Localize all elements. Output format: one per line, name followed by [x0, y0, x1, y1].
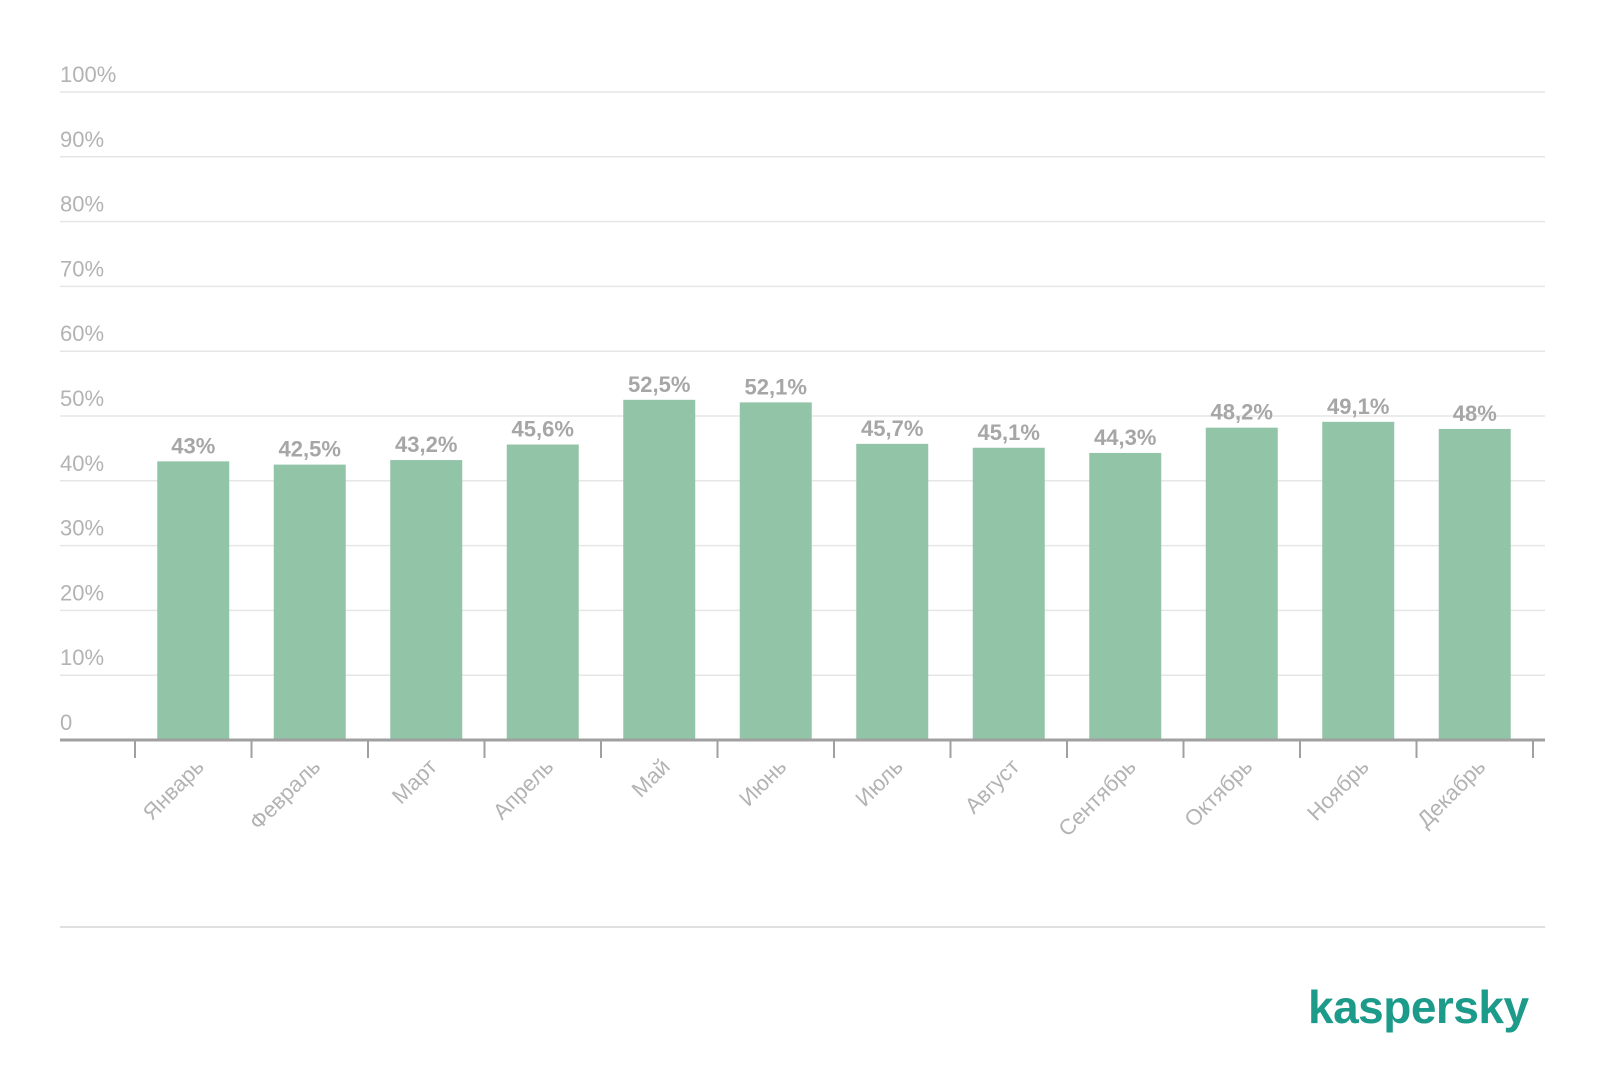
data-label: 49,1%	[1327, 394, 1389, 419]
y-tick-label: 10%	[60, 645, 104, 670]
data-label: 44,3%	[1094, 425, 1156, 450]
x-tick-label: Август	[960, 754, 1025, 819]
y-tick-label: 30%	[60, 516, 104, 541]
y-tick-label: 80%	[60, 192, 104, 217]
data-label: 43%	[171, 433, 215, 458]
x-tick-label: Февраль	[244, 754, 325, 835]
data-label: 52,1%	[745, 374, 807, 399]
x-tick-label: Апрель	[488, 754, 558, 824]
x-tick-label: Март	[387, 754, 442, 809]
x-tick-label: Ноябрь	[1302, 754, 1374, 826]
bar	[273, 464, 346, 740]
data-label: 48,2%	[1211, 400, 1273, 425]
data-label: 45,1%	[978, 420, 1040, 445]
x-tick-label: Июнь	[734, 754, 791, 811]
data-label: 43,2%	[395, 432, 457, 457]
data-label: 42,5%	[279, 437, 341, 462]
y-tick-label: 40%	[60, 451, 104, 476]
bar-chart: 0 10% 20% 30% 40% 50% 60% 70% 80% 90% 100% 43% 42,5%…	[60, 62, 1545, 841]
data-label: 45,7%	[861, 416, 923, 441]
bar	[856, 443, 929, 740]
bar	[506, 444, 579, 740]
bar	[1089, 452, 1162, 740]
x-tick-label: Октябрь	[1179, 754, 1257, 832]
data-label: 52,5%	[628, 372, 690, 397]
y-tick-label: 0	[60, 710, 72, 735]
bar	[157, 461, 230, 740]
y-tick-label: 70%	[60, 256, 104, 281]
bar	[739, 402, 812, 740]
bar	[623, 399, 696, 740]
bar	[1438, 428, 1511, 740]
bar	[972, 447, 1045, 740]
bar	[390, 460, 463, 740]
data-label: 48%	[1453, 401, 1497, 426]
bar	[1322, 421, 1395, 740]
bar	[1205, 427, 1278, 740]
footer-divider	[60, 926, 1545, 928]
kaspersky-logo: kaspersky	[1308, 981, 1529, 1033]
y-tick-label: 60%	[60, 321, 104, 346]
y-tick-label: 20%	[60, 580, 104, 605]
x-tick-label: Декабрь	[1412, 754, 1490, 832]
data-label: 45,6%	[512, 417, 574, 442]
x-tick-label: Сентябрь	[1053, 754, 1140, 841]
x-tick-label: Январь	[138, 754, 209, 825]
y-tick-label: 50%	[60, 386, 104, 411]
y-tick-label: 90%	[60, 127, 104, 152]
y-tick-label: 100%	[60, 62, 116, 87]
x-tick-label: Июль	[850, 754, 907, 811]
x-tick-label: Май	[627, 754, 675, 802]
